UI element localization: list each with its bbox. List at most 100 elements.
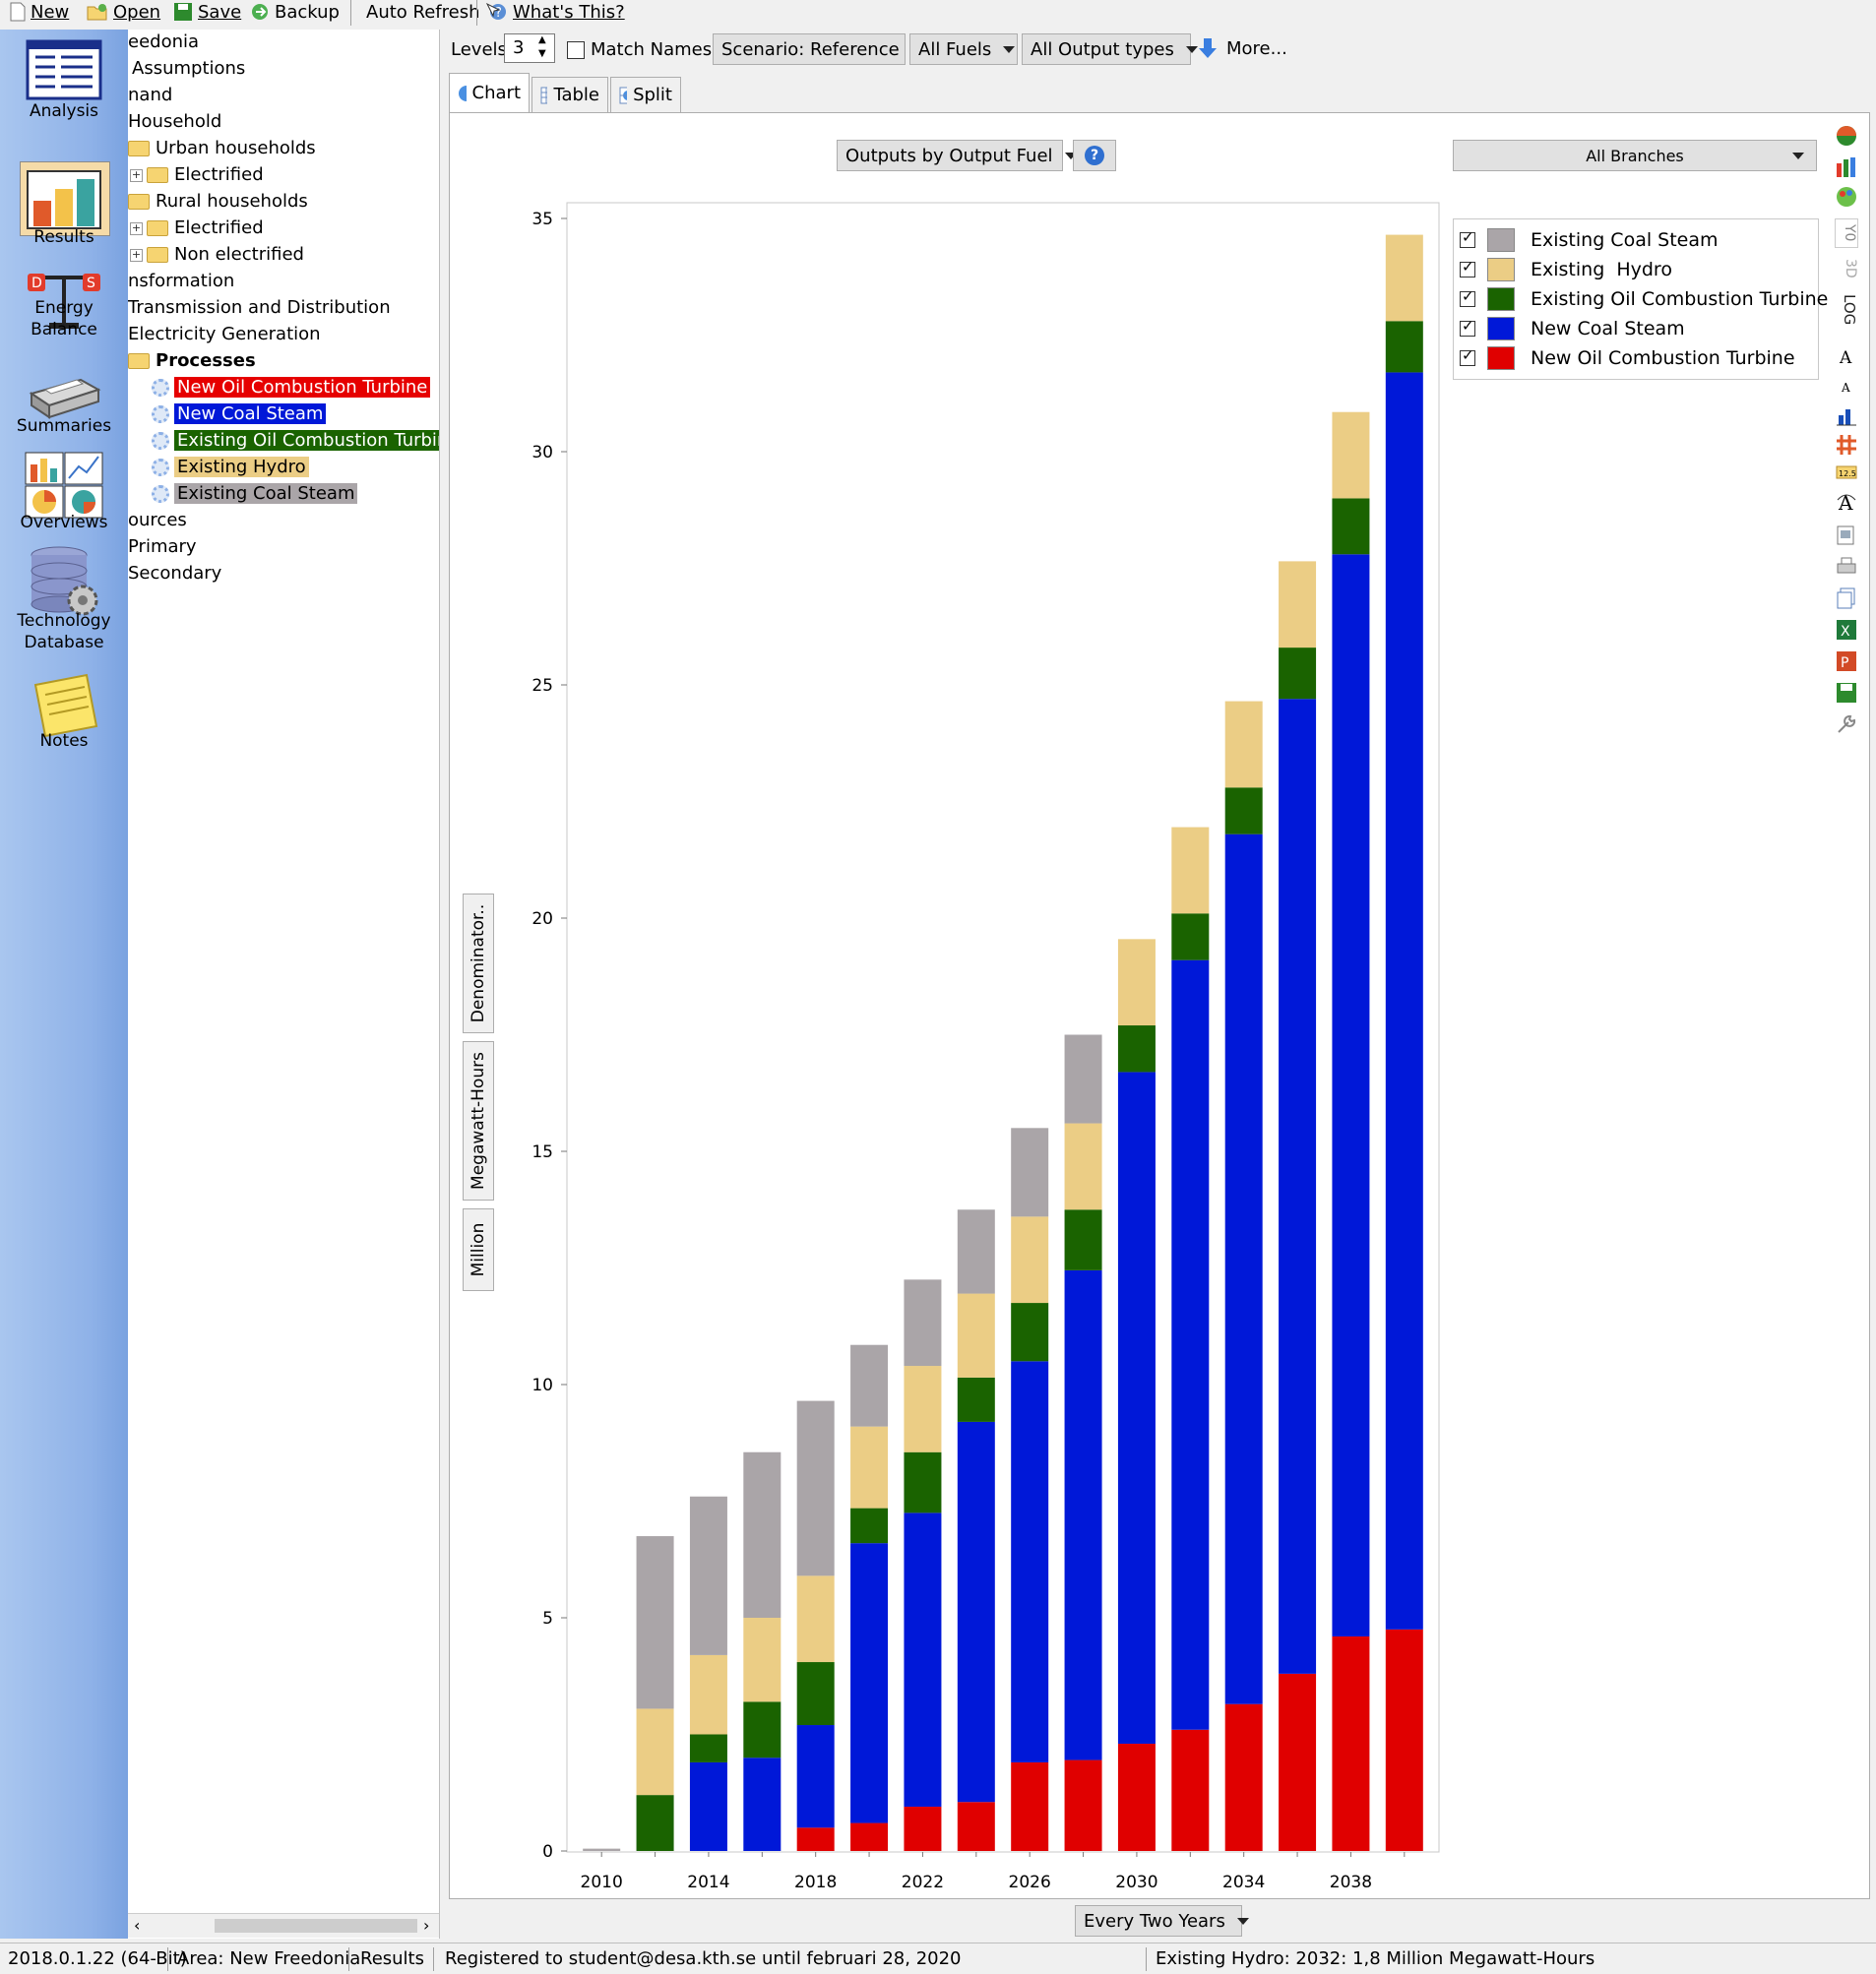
bar-segment[interactable]: [1385, 1629, 1423, 1851]
powerpoint-export-icon[interactable]: P: [1835, 649, 1858, 673]
unit-tab[interactable]: Megawatt-Hours: [463, 1041, 494, 1201]
bar-segment[interactable]: [1224, 833, 1263, 1704]
nav-energy-balance[interactable]: Energy Balance: [0, 297, 128, 340]
bar-segment[interactable]: [689, 1761, 727, 1851]
tree-item-electricity-generation[interactable]: Electricity Generation: [128, 324, 321, 344]
scenario-dropdown[interactable]: Scenario: Reference: [713, 33, 923, 65]
more-button[interactable]: More...: [1197, 37, 1287, 59]
legend-checkbox[interactable]: [1460, 228, 1475, 248]
bar-segment[interactable]: [1064, 1759, 1102, 1851]
nav-overviews[interactable]: Overviews: [20, 513, 108, 532]
tree-item-urban-households[interactable]: Urban households: [128, 136, 316, 161]
expand-plus-icon[interactable]: +: [130, 220, 143, 235]
bar-segment[interactable]: [1279, 1673, 1317, 1851]
bar-segment[interactable]: [1385, 234, 1423, 322]
legend-checkbox[interactable]: [1460, 346, 1475, 366]
bar-segment[interactable]: [1385, 372, 1423, 1630]
bar-segment[interactable]: [636, 1795, 674, 1851]
excel-export-icon[interactable]: X: [1835, 618, 1858, 642]
whats-this-button[interactable]: ? What's This?: [486, 0, 625, 24]
legend-checkbox[interactable]: [1460, 287, 1475, 307]
bar-segment[interactable]: [850, 1344, 889, 1427]
bar-segment[interactable]: [1171, 913, 1210, 960]
auto-refresh-button[interactable]: Auto Refresh: [366, 0, 480, 24]
axis-chart-icon[interactable]: [1835, 403, 1858, 427]
bar-segment[interactable]: [957, 1293, 995, 1378]
nav-notes[interactable]: Notes: [39, 731, 89, 751]
chart-type-pie-icon[interactable]: [1835, 124, 1858, 148]
log-toggle[interactable]: LOG: [1841, 294, 1858, 326]
bar-segment[interactable]: [689, 1734, 727, 1762]
bar-segment[interactable]: [1224, 701, 1263, 788]
tree-item-secondary[interactable]: Secondary: [128, 563, 222, 584]
bar-segment[interactable]: [1171, 827, 1210, 914]
copy-chart-icon[interactable]: [1835, 524, 1858, 547]
settings-wrench-icon[interactable]: [1835, 712, 1858, 736]
bar-segment[interactable]: [636, 1708, 674, 1796]
scroll-right-icon[interactable]: ›: [423, 1916, 430, 1935]
bar-segment[interactable]: [796, 1575, 835, 1663]
bar-segment[interactable]: [636, 1536, 674, 1709]
nav-results[interactable]: Results: [33, 227, 94, 247]
save-button[interactable]: Save: [173, 0, 241, 24]
bar-segment[interactable]: [1117, 939, 1156, 1026]
bar-segment[interactable]: [1011, 1128, 1049, 1217]
tree-item-new-coal-steam[interactable]: New Coal Steam: [152, 401, 327, 427]
y0-toggle[interactable]: Y0: [1835, 218, 1858, 248]
bar-segment[interactable]: [904, 1366, 942, 1452]
tree-item-demand[interactable]: nand: [128, 85, 173, 105]
bar-segment[interactable]: [957, 1802, 995, 1851]
bar-segment[interactable]: [850, 1543, 889, 1823]
tree-item-urban-electrified[interactable]: + Electrified: [130, 162, 264, 188]
chart-help-button[interactable]: ?: [1073, 140, 1116, 171]
outputs-by-dropdown[interactable]: Outputs by Output Fuel: [837, 140, 1077, 171]
bar-segment[interactable]: [1064, 1269, 1102, 1760]
interval-dropdown[interactable]: Every Two Years: [1075, 1905, 1249, 1937]
3d-toggle[interactable]: 3D: [1843, 259, 1858, 278]
bar-segment[interactable]: [583, 1848, 621, 1851]
nav-summaries[interactable]: Summaries: [16, 416, 112, 436]
bar-segment[interactable]: [796, 1400, 835, 1576]
tree-item-rural-electrified[interactable]: + Electrified: [130, 216, 264, 241]
bar-segment[interactable]: [1279, 648, 1317, 700]
tree-item-transmission-distribution[interactable]: Transmission and Distribution: [128, 297, 391, 318]
bar-segment[interactable]: [904, 1512, 942, 1807]
bar-segment[interactable]: [743, 1618, 782, 1702]
backup-button[interactable]: Backup: [250, 0, 340, 24]
spinner-down-icon[interactable]: ▼: [538, 48, 546, 59]
bar-segment[interactable]: [957, 1209, 995, 1294]
palette-icon[interactable]: [1835, 185, 1858, 209]
expand-plus-icon[interactable]: +: [130, 247, 143, 262]
tree-item-freedonia[interactable]: eedonia: [128, 31, 200, 52]
tree-item-existing-coal-steam[interactable]: Existing Coal Steam: [152, 481, 358, 507]
tree-item-non-electrified[interactable]: + Non electrified: [130, 242, 304, 268]
bar-segment[interactable]: [743, 1451, 782, 1618]
bar-segment[interactable]: [689, 1654, 727, 1735]
nav-analysis[interactable]: Analysis: [29, 101, 99, 121]
bar-segment[interactable]: [957, 1421, 995, 1803]
bar-segment[interactable]: [1011, 1761, 1049, 1851]
bar-segment[interactable]: [1171, 1729, 1210, 1851]
bar-segment[interactable]: [1117, 1025, 1156, 1073]
output-types-dropdown[interactable]: All Output types: [1022, 33, 1198, 65]
tab-chart[interactable]: Chart: [449, 73, 530, 112]
expand-plus-icon[interactable]: +: [130, 167, 143, 182]
save-chart-icon[interactable]: [1835, 681, 1858, 705]
levels-spinner[interactable]: 3 ▲ ▼: [504, 33, 555, 63]
branches-dropdown[interactable]: All Branches: [1453, 140, 1817, 171]
copy-icon[interactable]: [1835, 586, 1858, 610]
legend-item-existing-coal-steam[interactable]: Existing Coal Steam: [1460, 227, 1719, 253]
tab-split[interactable]: Split: [610, 77, 681, 112]
legend-item-existing-hydro[interactable]: Existing Hydro: [1460, 257, 1672, 282]
bar-segment[interactable]: [1064, 1034, 1102, 1124]
bar-segment[interactable]: [1224, 1703, 1263, 1851]
match-names-checkbox[interactable]: [567, 41, 585, 59]
tree-item-transformation[interactable]: nsformation: [128, 271, 235, 291]
scale-tab[interactable]: Million: [463, 1208, 494, 1291]
denominator-tab[interactable]: Denominator..: [463, 894, 494, 1033]
bar-segment[interactable]: [1279, 699, 1317, 1674]
bar-segment[interactable]: [957, 1377, 995, 1422]
bar-segment[interactable]: [904, 1279, 942, 1367]
bar-segment[interactable]: [1332, 498, 1370, 555]
color-bars-icon[interactable]: [1835, 155, 1858, 179]
